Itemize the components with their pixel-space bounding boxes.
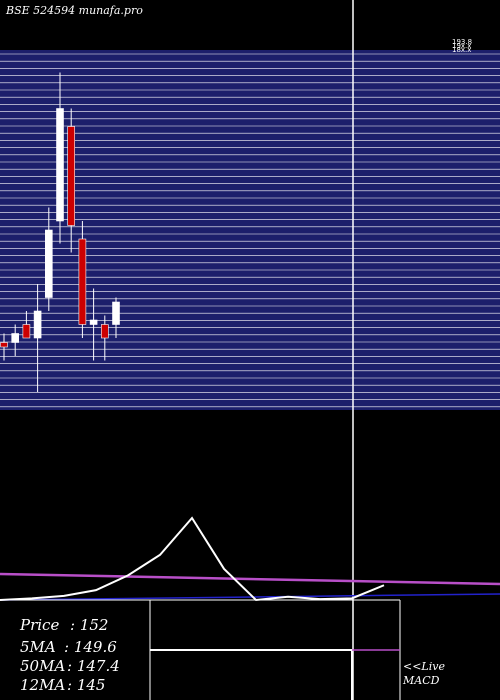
candle-body <box>0 342 8 348</box>
volume-panel <box>0 516 500 602</box>
price-panel <box>0 50 500 410</box>
ma5-value: : 149.6 <box>64 638 117 656</box>
ma50-label: 50MA <box>20 657 65 675</box>
candle-body <box>11 333 19 343</box>
ma50-value: : 147.4 <box>67 657 120 675</box>
blue-ma-line <box>0 593 500 601</box>
candle-body <box>67 126 75 226</box>
live-macd-link[interactable]: <<Live MACD <box>402 660 448 687</box>
svg-text:12MA : 145: 12MA : 145 <box>20 676 105 694</box>
price-tick-label: 193.8 <box>452 38 472 46</box>
svg-text:50MA : 147.4: 50MA : 147.4 <box>20 657 120 675</box>
live-link-line2[interactable]: MACD <box>402 674 440 687</box>
stats-block: Price : 152 5MA : 149.6 50MA : 147.4 12M… <box>19 616 120 694</box>
candle-body <box>112 301 120 325</box>
candle-body <box>22 324 31 339</box>
header-symbol: BSE 524594 munafa.pro <box>5 4 143 17</box>
ma12-label: 12MA <box>20 676 65 694</box>
candle-body <box>78 238 87 325</box>
volume-line <box>0 516 385 602</box>
price-value: : 152 <box>70 616 108 634</box>
macd-signal-line <box>150 649 353 700</box>
price-gridlines <box>0 53 500 408</box>
svg-text:Price : 152: Price : 152 <box>19 616 108 634</box>
candle-body <box>101 324 109 339</box>
price-tick-label: 19x.x <box>452 42 471 50</box>
candlestick-series <box>0 72 120 392</box>
candle-body <box>33 310 42 339</box>
macd-panel <box>0 599 401 700</box>
price-tick-label: 18x.x <box>452 46 471 54</box>
price-label: Price <box>19 616 59 634</box>
svg-text:5MA : 149.6: 5MA : 149.6 <box>20 638 117 656</box>
live-link-line1[interactable]: <<Live <box>403 660 445 673</box>
candle-body <box>56 108 64 222</box>
ma5-label: 5MA <box>20 638 56 656</box>
ma-line <box>0 572 500 586</box>
candle-body <box>89 319 98 325</box>
candle-body <box>44 229 53 298</box>
ma12-value: : 145 <box>67 676 105 694</box>
